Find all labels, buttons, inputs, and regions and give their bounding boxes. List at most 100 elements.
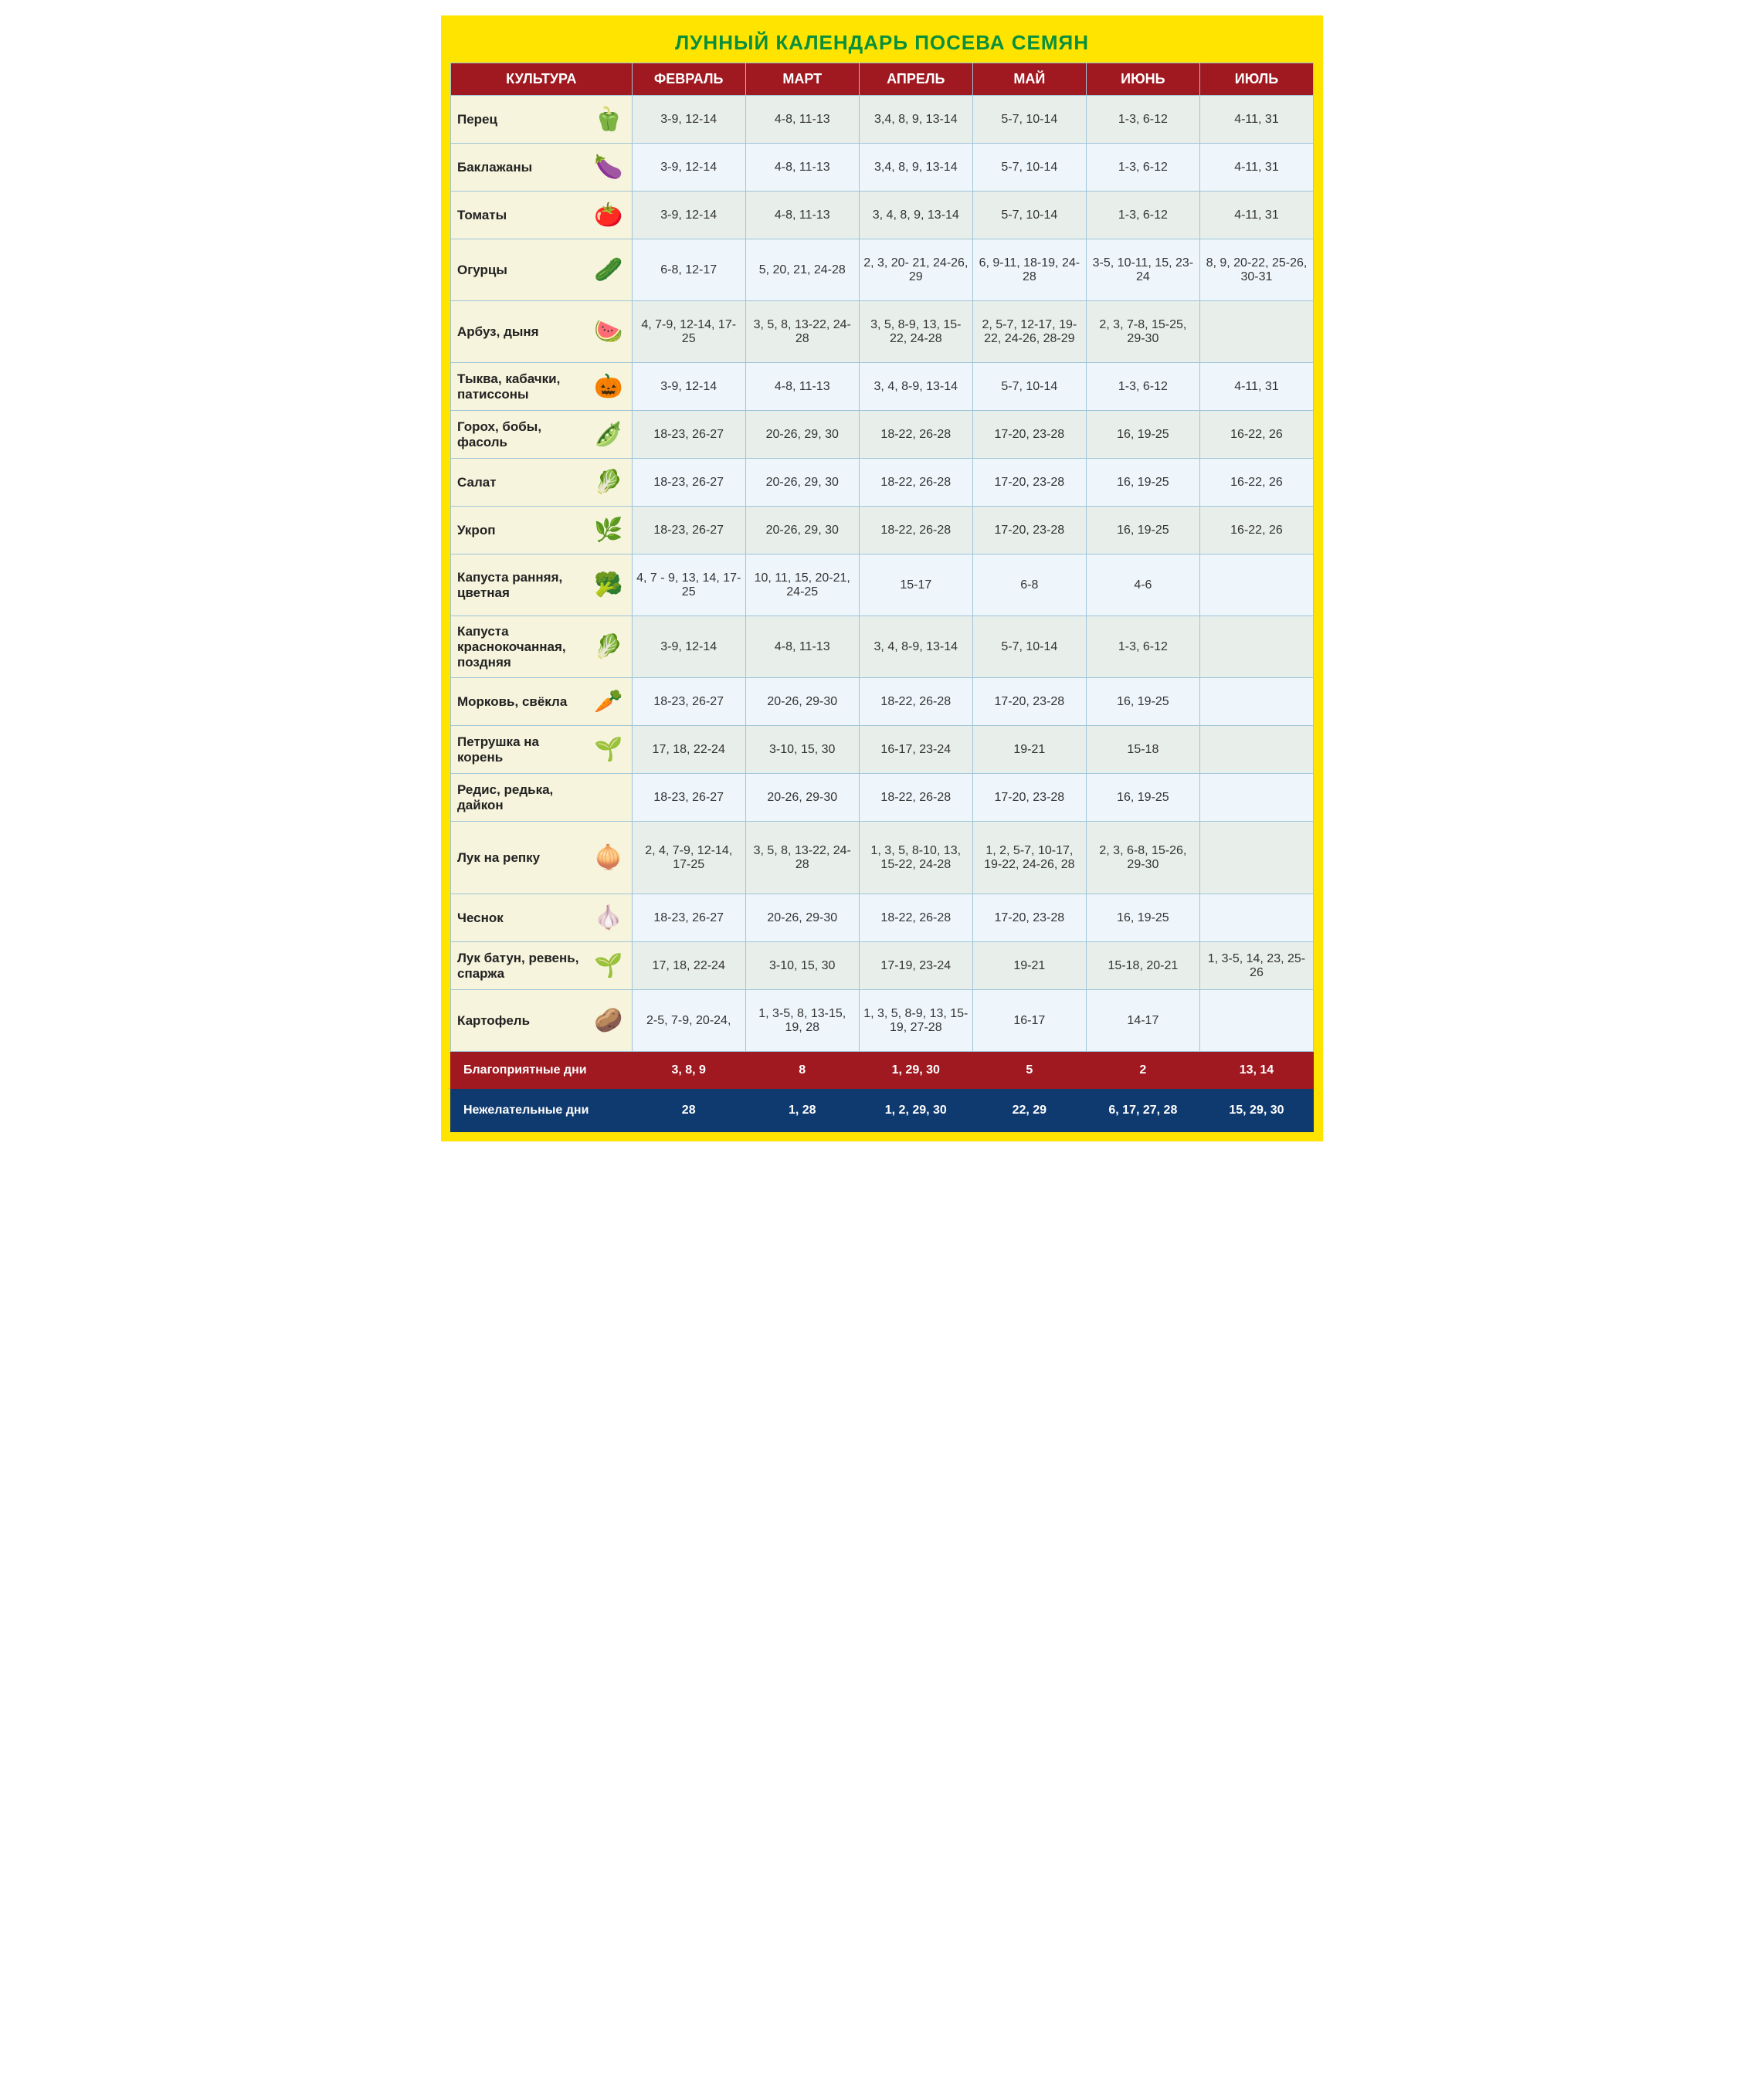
- favorable-mar: 8: [745, 1052, 859, 1089]
- table-row: Лук батун, ревень, спаржа🌱17, 18, 22-243…: [451, 942, 1314, 990]
- date-cell: 4-11, 31: [1199, 192, 1313, 239]
- date-cell: 18-23, 26-27: [632, 507, 745, 554]
- crop-cell: Горох, бобы, фасоль🫛: [451, 411, 633, 459]
- date-cell: 18-22, 26-28: [859, 411, 972, 459]
- date-cell: 1-3, 6-12: [1086, 144, 1199, 192]
- crop-cell: Баклажаны🍆: [451, 144, 633, 192]
- date-cell: 6-8: [972, 554, 1086, 616]
- date-cell: 18-22, 26-28: [859, 507, 972, 554]
- date-cell: 16, 19-25: [1086, 411, 1199, 459]
- date-cell: [1199, 726, 1313, 774]
- date-cell: 10, 11, 15, 20-21, 24-25: [745, 554, 859, 616]
- table-row: Чеснок🧄18-23, 26-2720-26, 29-3018-22, 26…: [451, 894, 1314, 942]
- date-cell: 2, 5-7, 12-17, 19-22, 24-26, 28-29: [972, 301, 1086, 363]
- crop-cell: Чеснок🧄: [451, 894, 633, 942]
- date-cell: 18-22, 26-28: [859, 894, 972, 942]
- unfavorable-label: Нежелательные дни: [451, 1089, 633, 1132]
- table-row: Томаты🍅3-9, 12-144-8, 11-133, 4, 8, 9, 1…: [451, 192, 1314, 239]
- crop-icon: 🍅: [590, 200, 627, 231]
- table-row: Перец🫑3-9, 12-144-8, 11-133,4, 8, 9, 13-…: [451, 96, 1314, 144]
- crop-icon: 🥕: [590, 687, 627, 717]
- crop-icon: 🫑: [590, 104, 627, 135]
- header-row: КУЛЬТУРА ФЕВРАЛЬ МАРТ АПРЕЛЬ МАЙ ИЮНЬ ИЮ…: [451, 63, 1314, 96]
- crop-label: Капуста краснокочанная, поздняя: [457, 624, 566, 670]
- table-row: Капуста краснокочанная, поздняя🥬3-9, 12-…: [451, 616, 1314, 678]
- crop-cell: Перец🫑: [451, 96, 633, 144]
- crop-icon: 🍉: [590, 317, 627, 348]
- date-cell: 20-26, 29, 30: [745, 411, 859, 459]
- crop-cell: Морковь, свёкла🥕: [451, 678, 633, 726]
- date-cell: 15-17: [859, 554, 972, 616]
- table-row: Капуста ранняя, цветная🥦4, 7 - 9, 13, 14…: [451, 554, 1314, 616]
- date-cell: 20-26, 29-30: [745, 894, 859, 942]
- date-cell: 5-7, 10-14: [972, 144, 1086, 192]
- date-cell: 18-22, 26-28: [859, 678, 972, 726]
- date-cell: 3-10, 15, 30: [745, 942, 859, 990]
- date-cell: 6, 9-11, 18-19, 24-28: [972, 239, 1086, 301]
- crop-icon: 🧄: [590, 903, 627, 934]
- crop-cell: Петрушка на корень🌱: [451, 726, 633, 774]
- date-cell: 16-22, 26: [1199, 507, 1313, 554]
- date-cell: 3-10, 15, 30: [745, 726, 859, 774]
- table-row: Картофель🥔2-5, 7-9, 20-24,1, 3-5, 8, 13-…: [451, 990, 1314, 1052]
- date-cell: 1-3, 6-12: [1086, 363, 1199, 411]
- crop-label: Салат: [457, 475, 497, 490]
- crop-cell: Тыква, кабачки, патиссоны🎃: [451, 363, 633, 411]
- date-cell: 18-23, 26-27: [632, 894, 745, 942]
- date-cell: 1, 3-5, 8, 13-15, 19, 28: [745, 990, 859, 1052]
- date-cell: [1199, 774, 1313, 822]
- date-cell: [1199, 301, 1313, 363]
- date-cell: 15-18, 20-21: [1086, 942, 1199, 990]
- date-cell: 3, 5, 8-9, 13, 15-22, 24-28: [859, 301, 972, 363]
- crop-label: Капуста ранняя, цветная: [457, 570, 562, 600]
- crop-icon: 🌱: [590, 734, 627, 765]
- unfavorable-apr: 1, 2, 29, 30: [859, 1089, 972, 1132]
- date-cell: 3-9, 12-14: [632, 96, 745, 144]
- crop-label: Лук батун, ревень, спаржа: [457, 951, 578, 981]
- table-row: Горох, бобы, фасоль🫛18-23, 26-2720-26, 2…: [451, 411, 1314, 459]
- table-row: Баклажаны🍆3-9, 12-144-8, 11-133,4, 8, 9,…: [451, 144, 1314, 192]
- date-cell: 2, 3, 7-8, 15-25, 29-30: [1086, 301, 1199, 363]
- lunar-seed-calendar: ЛУННЫЙ КАЛЕНДАРЬ ПОСЕВА СЕМЯН КУЛЬТУРА Ф…: [441, 15, 1323, 1141]
- date-cell: 2, 3, 6-8, 15-26, 29-30: [1086, 822, 1199, 894]
- table-row: Редис, редька, дайкон18-23, 26-2720-26, …: [451, 774, 1314, 822]
- date-cell: [1199, 894, 1313, 942]
- date-cell: 5-7, 10-14: [972, 192, 1086, 239]
- date-cell: 17-20, 23-28: [972, 507, 1086, 554]
- crop-cell: Огурцы🥒: [451, 239, 633, 301]
- crop-label: Укроп: [457, 523, 495, 538]
- date-cell: 3, 4, 8-9, 13-14: [859, 363, 972, 411]
- crop-icon: 🥔: [590, 1006, 627, 1036]
- date-cell: 3, 5, 8, 13-22, 24-28: [745, 822, 859, 894]
- col-feb: ФЕВРАЛЬ: [632, 63, 745, 96]
- crop-cell: Капуста краснокочанная, поздняя 🥬: [451, 616, 633, 678]
- favorable-days-row: Благоприятные дни 3, 8, 9 8 1, 29, 30 5 …: [451, 1052, 1314, 1089]
- col-crop: КУЛЬТУРА: [451, 63, 633, 96]
- favorable-may: 5: [972, 1052, 1086, 1089]
- table-row: Салат🥬18-23, 26-2720-26, 29, 3018-22, 26…: [451, 459, 1314, 507]
- date-cell: 5-7, 10-14: [972, 363, 1086, 411]
- date-cell: 4-11, 31: [1199, 96, 1313, 144]
- date-cell: 4-8, 11-13: [745, 363, 859, 411]
- date-cell: 1-3, 6-12: [1086, 616, 1199, 678]
- date-cell: 19-21: [972, 726, 1086, 774]
- col-jun: ИЮНЬ: [1086, 63, 1199, 96]
- date-cell: 4-11, 31: [1199, 363, 1313, 411]
- date-cell: 3, 5, 8, 13-22, 24-28: [745, 301, 859, 363]
- table-row: Арбуз, дыня🍉4, 7-9, 12-14, 17-253, 5, 8,…: [451, 301, 1314, 363]
- date-cell: 4, 7 - 9, 13, 14, 17-25: [632, 554, 745, 616]
- crop-cell: Томаты🍅: [451, 192, 633, 239]
- date-cell: 2-5, 7-9, 20-24,: [632, 990, 745, 1052]
- date-cell: 16-22, 26: [1199, 411, 1313, 459]
- date-cell: 19-21: [972, 942, 1086, 990]
- date-cell: 8, 9, 20-22, 25-26, 30-31: [1199, 239, 1313, 301]
- date-cell: 4-6: [1086, 554, 1199, 616]
- date-cell: 4-8, 11-13: [745, 192, 859, 239]
- table-row: Лук на репку🧅2, 4, 7-9, 12-14, 17-253, 5…: [451, 822, 1314, 894]
- crop-icon: 🥬: [590, 632, 627, 663]
- col-apr: АПРЕЛЬ: [859, 63, 972, 96]
- crop-cell: Капуста ранняя, цветная🥦: [451, 554, 633, 616]
- date-cell: 4-8, 11-13: [745, 96, 859, 144]
- col-mar: МАРТ: [745, 63, 859, 96]
- table-row: Морковь, свёкла🥕18-23, 26-2720-26, 29-30…: [451, 678, 1314, 726]
